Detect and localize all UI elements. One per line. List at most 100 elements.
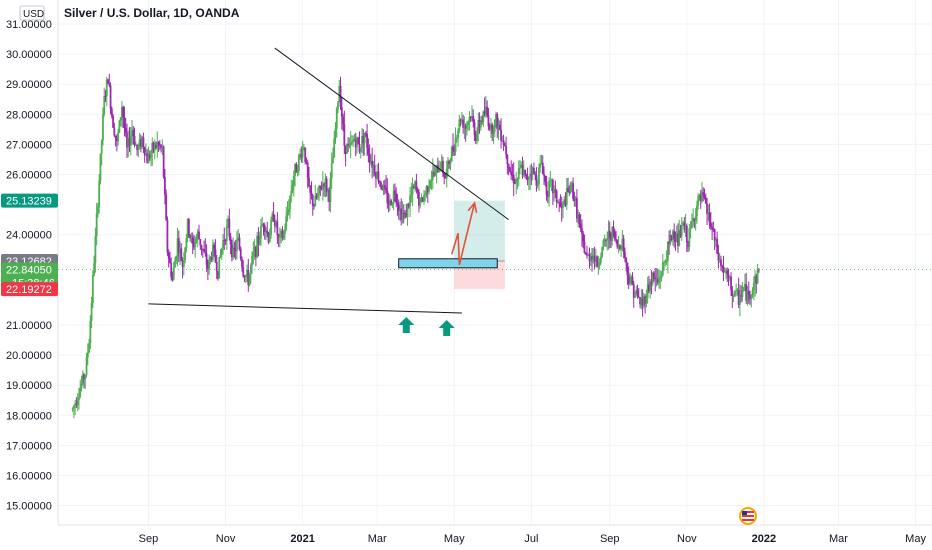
candle-body bbox=[493, 120, 496, 132]
candle-body bbox=[572, 183, 574, 199]
candle-body bbox=[500, 130, 502, 141]
candle-body bbox=[165, 194, 168, 220]
candle-body bbox=[175, 256, 178, 261]
currency-button[interactable] bbox=[19, 5, 45, 21]
candle-body bbox=[495, 113, 497, 121]
candle-body bbox=[435, 165, 438, 172]
candle-body bbox=[273, 221, 276, 226]
candle-body bbox=[416, 189, 419, 193]
candle-body bbox=[267, 232, 270, 243]
projection-arrow bbox=[451, 202, 476, 265]
candle-body bbox=[453, 150, 456, 152]
candle-body bbox=[318, 185, 320, 194]
candle-body bbox=[696, 205, 698, 217]
candle-body bbox=[142, 137, 145, 148]
candle-body bbox=[243, 275, 246, 277]
candle-body bbox=[534, 174, 537, 176]
candle-body bbox=[321, 183, 324, 190]
candle-body bbox=[538, 167, 540, 185]
candle-body bbox=[186, 219, 189, 239]
candle-body bbox=[468, 117, 471, 123]
candle-body bbox=[591, 256, 593, 260]
candle-body bbox=[749, 294, 751, 300]
projection-arrowhead bbox=[467, 201, 478, 214]
candle-body bbox=[606, 239, 609, 241]
candle-body bbox=[720, 259, 722, 266]
candle-body bbox=[693, 218, 696, 222]
candle-body bbox=[412, 186, 415, 188]
candle-body bbox=[454, 138, 457, 152]
candle-body bbox=[239, 249, 242, 260]
candle-body bbox=[386, 190, 389, 203]
candle-body bbox=[664, 260, 667, 263]
x-tick-label: Sep bbox=[600, 533, 620, 545]
candle-body bbox=[176, 238, 179, 257]
candle-body bbox=[170, 262, 173, 278]
candle-body bbox=[236, 240, 238, 252]
x-tick-label: Mar bbox=[368, 533, 387, 545]
candle-body bbox=[93, 263, 96, 276]
candle-body bbox=[514, 183, 516, 185]
candle-body bbox=[228, 218, 231, 237]
candle-body bbox=[482, 111, 485, 122]
y-tick-label: 20.00000 bbox=[6, 350, 52, 362]
candle-body bbox=[217, 271, 219, 279]
candle-body bbox=[392, 190, 395, 204]
candle-body bbox=[574, 197, 577, 201]
candle-body bbox=[637, 296, 640, 298]
candle-body bbox=[714, 239, 717, 241]
candle-body bbox=[278, 233, 281, 238]
candle-body bbox=[707, 212, 710, 214]
candle-body bbox=[391, 203, 394, 206]
candle-body bbox=[673, 231, 676, 239]
candle-body bbox=[333, 138, 336, 158]
currency-button-label[interactable]: USD bbox=[23, 9, 44, 20]
candle-body bbox=[275, 221, 278, 226]
candle-body bbox=[522, 169, 525, 176]
candle-body bbox=[626, 262, 629, 276]
candle-body bbox=[122, 106, 125, 118]
x-tick-label: Nov bbox=[677, 533, 697, 545]
candle-body bbox=[256, 235, 259, 258]
candle-body bbox=[731, 290, 734, 297]
candle-body bbox=[358, 144, 361, 152]
candle-body bbox=[203, 249, 205, 252]
candle-body bbox=[655, 278, 658, 280]
chart-grid bbox=[58, 0, 932, 525]
candle-body bbox=[517, 168, 520, 180]
candle-body bbox=[458, 119, 461, 131]
candle-body bbox=[205, 253, 208, 265]
y-tick-label: 16.00000 bbox=[6, 471, 52, 483]
candle-body bbox=[616, 240, 619, 248]
candle-body bbox=[180, 248, 183, 261]
us-flag-event-icon[interactable] bbox=[739, 507, 757, 525]
time-axis[interactable] bbox=[0, 525, 932, 550]
candle-body bbox=[575, 197, 578, 219]
candle-body bbox=[219, 254, 222, 257]
candle-body bbox=[342, 116, 344, 125]
candle-body bbox=[449, 161, 452, 164]
candle-body bbox=[126, 132, 128, 148]
candle-body bbox=[234, 249, 237, 252]
candle-body bbox=[402, 212, 405, 214]
candle-body bbox=[678, 230, 681, 246]
candle-body bbox=[554, 189, 557, 191]
candle-body bbox=[305, 161, 308, 163]
candle-body bbox=[152, 142, 155, 151]
candle-body bbox=[338, 85, 341, 103]
candle-body bbox=[242, 267, 245, 276]
candle-body bbox=[582, 233, 585, 242]
upper-trendline bbox=[274, 47, 509, 221]
candle-body bbox=[262, 224, 265, 226]
candle-body bbox=[404, 213, 406, 215]
candle-body bbox=[137, 145, 140, 151]
y-tick-label: 26.00000 bbox=[6, 170, 52, 182]
candle-body bbox=[723, 271, 726, 273]
candle-body bbox=[653, 272, 655, 278]
candle-body bbox=[562, 202, 564, 208]
candle-body bbox=[527, 178, 530, 181]
candle-body bbox=[81, 374, 84, 384]
candle-body bbox=[301, 147, 304, 158]
candle-body bbox=[511, 174, 514, 176]
